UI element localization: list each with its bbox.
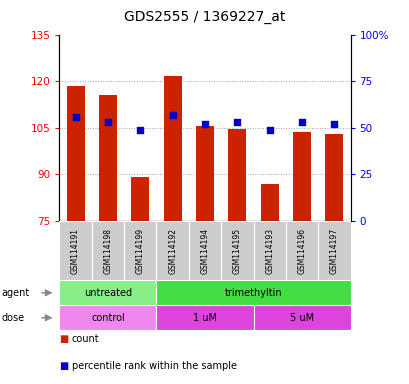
- Bar: [92, 221, 124, 280]
- Bar: [196, 126, 213, 221]
- Bar: [189, 221, 220, 280]
- Point: [104, 119, 111, 125]
- Text: untreated: untreated: [84, 288, 132, 298]
- Text: count: count: [72, 334, 99, 344]
- Bar: [131, 177, 149, 221]
- Text: trimethyltin: trimethyltin: [224, 288, 282, 298]
- Text: control: control: [91, 313, 124, 323]
- Bar: [67, 86, 84, 221]
- Bar: [260, 184, 278, 221]
- Text: GSM114193: GSM114193: [265, 227, 274, 274]
- Point: [266, 126, 272, 132]
- Text: GSM114197: GSM114197: [329, 227, 338, 274]
- Text: percentile rank within the sample: percentile rank within the sample: [72, 361, 236, 371]
- Bar: [317, 221, 350, 280]
- Bar: [220, 221, 253, 280]
- Bar: [228, 129, 246, 221]
- Text: 1 uM: 1 uM: [193, 313, 216, 323]
- Point: [137, 126, 143, 132]
- Bar: [124, 221, 156, 280]
- Bar: [292, 132, 310, 221]
- Bar: [253, 221, 285, 280]
- Bar: [156, 305, 253, 330]
- Bar: [253, 305, 350, 330]
- Bar: [325, 134, 342, 221]
- Point: [330, 121, 337, 127]
- Text: ■: ■: [59, 361, 69, 371]
- Text: GDS2555 / 1369227_at: GDS2555 / 1369227_at: [124, 10, 285, 23]
- Text: ■: ■: [59, 334, 69, 344]
- Bar: [59, 280, 156, 305]
- Text: 5 uM: 5 uM: [289, 313, 313, 323]
- Text: GSM114196: GSM114196: [297, 227, 306, 274]
- Bar: [163, 76, 181, 221]
- Text: agent: agent: [1, 288, 29, 298]
- Text: GSM114194: GSM114194: [200, 227, 209, 274]
- Bar: [285, 221, 317, 280]
- Bar: [156, 280, 350, 305]
- Text: dose: dose: [1, 313, 24, 323]
- Bar: [156, 221, 189, 280]
- Point: [201, 121, 208, 127]
- Text: GSM114191: GSM114191: [71, 228, 80, 273]
- Bar: [59, 305, 156, 330]
- Bar: [99, 95, 117, 221]
- Text: GSM114198: GSM114198: [103, 228, 112, 273]
- Point: [169, 112, 175, 118]
- Text: GSM114199: GSM114199: [135, 227, 144, 274]
- Point: [298, 119, 305, 125]
- Point: [234, 119, 240, 125]
- Text: GSM114192: GSM114192: [168, 228, 177, 273]
- Point: [72, 113, 79, 119]
- Bar: [59, 221, 92, 280]
- Text: GSM114195: GSM114195: [232, 227, 241, 274]
